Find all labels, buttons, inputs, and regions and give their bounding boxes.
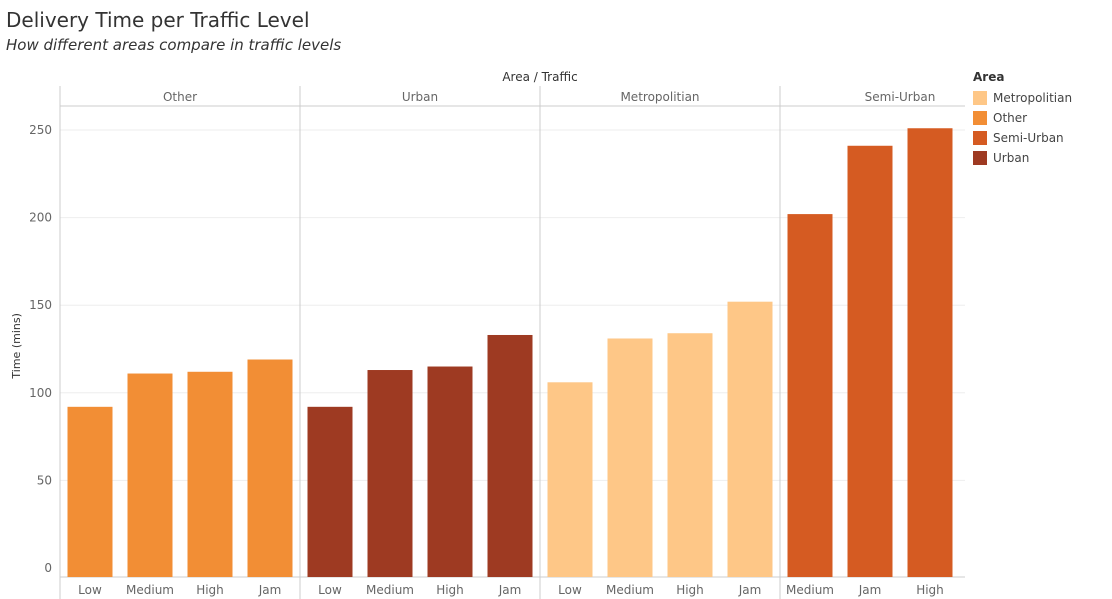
y-tick-label: 250 [29,123,52,137]
chart-title: Delivery Time per Traffic Level [6,8,310,32]
bar [547,382,593,577]
bar [367,370,413,577]
y-tick-label: 100 [29,386,52,400]
bar [907,128,953,578]
bar [247,359,293,577]
x-tick-label: Medium [786,583,834,597]
bar [487,334,533,577]
y-axis-label: Time (mins) [10,313,23,379]
x-tick-label: High [676,583,704,597]
x-tick-label: Medium [366,583,414,597]
legend-title: Area [973,70,1005,84]
bar [607,338,653,577]
bar [787,214,833,577]
panel-header-metropolitian: Metropolitian [620,90,699,104]
bar [67,406,113,577]
chart-subtitle: How different areas compare in traffic l… [6,36,342,54]
bar [667,333,713,577]
bar [727,301,773,577]
bar-chart: Area / Traffic 0 50 100 150 200 250 Time (mins)… [10,70,965,599]
x-tick-label: Jam [258,583,282,597]
panel-header-urban: Urban [402,90,438,104]
bar [187,371,233,577]
x-tick-label: Low [558,583,582,597]
y-tick-label: 150 [29,298,52,312]
x-tick-label: Jam [858,583,882,597]
x-tick-label: High [436,583,464,597]
legend: Area Metropolitian Other Semi-Urban Urba… [973,70,1072,168]
legend-swatch [973,91,987,105]
y-tick-label: 50 [37,473,52,487]
bar [427,366,473,577]
y-tick-label: 0 [44,561,52,575]
x-tick-label: Medium [606,583,654,597]
legend-swatch [973,151,987,165]
legend-swatch [973,131,987,145]
column-header: Area / Traffic [502,70,577,84]
panel-header-semi-urban: Semi-Urban [865,90,936,104]
legend-item-other[interactable]: Other [973,108,1072,128]
x-tick-label: High [916,583,944,597]
legend-item-semi-urban[interactable]: Semi-Urban [973,128,1072,148]
bar [307,406,353,577]
legend-item-metropolitian[interactable]: Metropolitian [973,88,1072,108]
legend-label: Urban [993,151,1030,165]
bar [847,145,893,577]
bar [127,373,173,577]
legend-label: Other [993,111,1028,125]
legend-label: Semi-Urban [993,131,1064,145]
x-tick-label: Jam [498,583,522,597]
y-tick-label: 200 [29,211,52,225]
x-tick-label: Medium [126,583,174,597]
legend-label: Metropolitian [993,91,1073,105]
x-tick-label: Low [318,583,342,597]
legend-swatch [973,111,987,125]
legend-item-urban[interactable]: Urban [973,148,1072,168]
x-tick-label: Jam [738,583,762,597]
x-tick-label: High [196,583,224,597]
x-tick-label: Low [78,583,102,597]
panel-header-other: Other [163,90,197,104]
